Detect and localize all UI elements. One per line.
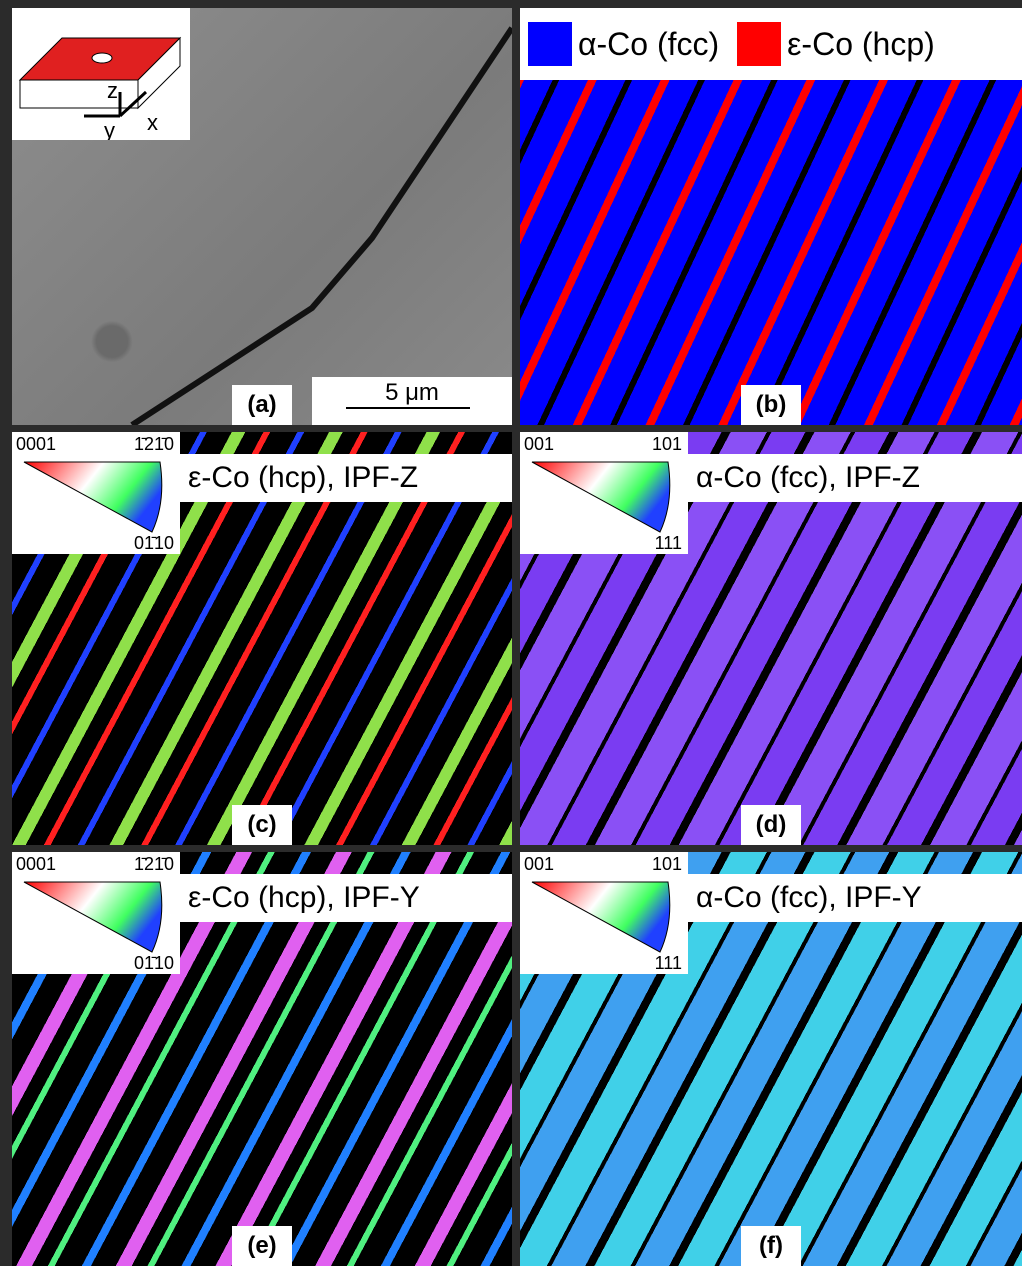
triangle	[532, 882, 670, 952]
key-corner: 101	[652, 434, 682, 455]
legend-swatch	[737, 22, 781, 66]
legend-item: α-Co (fcc)	[528, 22, 719, 66]
panel-title: ε-Co (hcp), IPF-Z	[180, 454, 512, 502]
key-corner: 101	[652, 854, 682, 875]
legend: α-Co (fcc) ε-Co (hcp)	[520, 8, 1022, 80]
triangle	[532, 462, 670, 532]
key-corner: 1̄21̄0	[134, 434, 174, 455]
panel-title: ε-Co (hcp), IPF-Y	[180, 874, 512, 922]
scale-bar-box: 5 μm	[312, 377, 512, 425]
panel-label: (b)	[741, 385, 801, 425]
sample-sketch: zy x	[12, 8, 190, 140]
ipf-key: 0001 1̄21̄0 01̄10	[12, 432, 180, 554]
panel-label: (a)	[232, 385, 292, 425]
ipf-key: 001 101 111	[520, 852, 688, 974]
key-corner: 01̄10	[134, 953, 174, 974]
figure: (a) 5 μm zy x (b) α-Co (fcc) ε-Co (hcp) (c) 0001…	[0, 0, 1022, 1266]
key-corner: 0001	[16, 434, 56, 455]
scale-bar-text: 5 μm	[312, 379, 512, 407]
key-corner: 111	[655, 533, 682, 554]
axis-label: x	[147, 110, 158, 135]
panel-title: α-Co (fcc), IPF-Z	[688, 454, 1022, 502]
panel-label: (f)	[741, 1226, 801, 1266]
axis-label: y	[104, 118, 115, 140]
panel-label: (e)	[232, 1226, 292, 1266]
key-corner: 1̄21̄0	[134, 854, 174, 875]
panel-label: (c)	[232, 805, 292, 845]
legend-text: α-Co (fcc)	[578, 26, 719, 63]
legend-swatch	[528, 22, 572, 66]
legend-item: ε-Co (hcp)	[737, 22, 935, 66]
axis-label: z	[107, 78, 118, 103]
legend-text: ε-Co (hcp)	[787, 26, 935, 63]
sample-hole	[92, 53, 112, 63]
panel: (d) 001 101 111 α-Co (fcc), IPF-Z	[520, 432, 1022, 845]
panel-title: α-Co (fcc), IPF-Y	[688, 874, 1022, 922]
key-corner: 001	[524, 434, 554, 455]
panel: (b) α-Co (fcc) ε-Co (hcp)	[520, 8, 1022, 425]
key-corner: 01̄10	[134, 533, 174, 554]
key-corner: 0001	[16, 854, 56, 875]
key-corner: 001	[524, 854, 554, 875]
panel-label: (d)	[741, 805, 801, 845]
key-corner: 111	[655, 953, 682, 974]
triangle	[24, 882, 162, 952]
panel: (c) 0001 1̄21̄0 01̄10 ε-Co (hcp), IPF-Z	[12, 432, 512, 845]
triangle	[24, 462, 162, 532]
panel: (e) 0001 1̄21̄0 01̄10 ε-Co (hcp), IPF-Y	[12, 852, 512, 1266]
panel: (f) 001 101 111 α-Co (fcc), IPF-Y	[520, 852, 1022, 1266]
ipf-key: 001 101 111	[520, 432, 688, 554]
scale-bar	[346, 407, 470, 409]
ipf-key: 0001 1̄21̄0 01̄10	[12, 852, 180, 974]
